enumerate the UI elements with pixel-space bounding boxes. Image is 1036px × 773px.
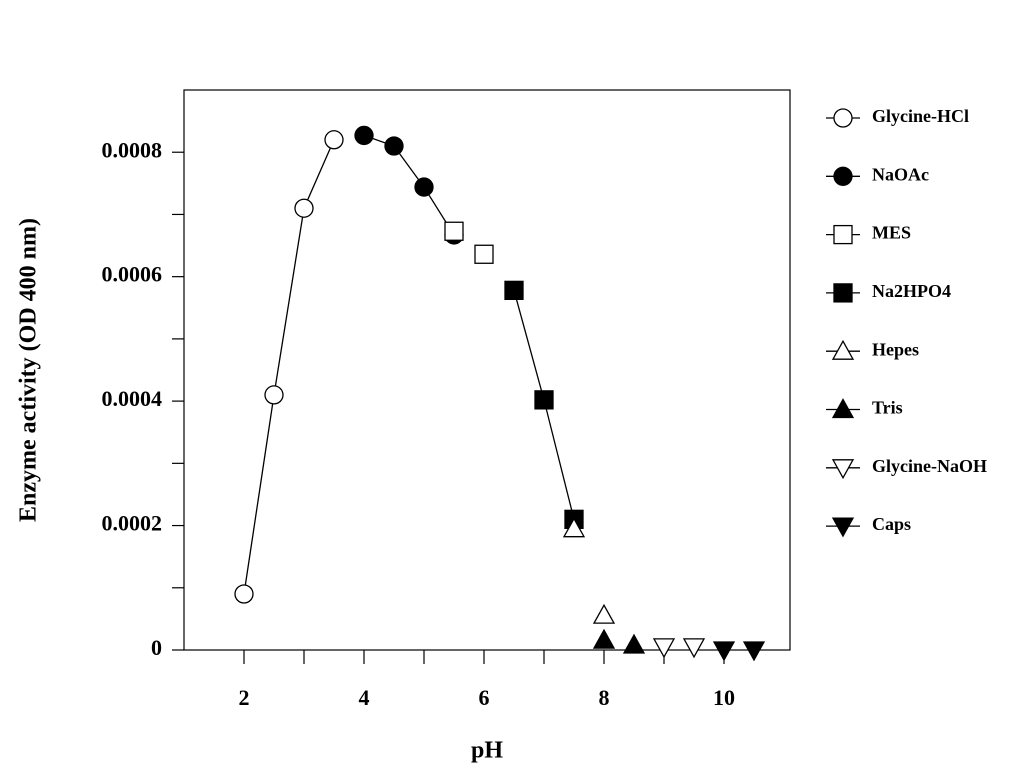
series-line bbox=[244, 140, 334, 594]
legend-marker bbox=[834, 284, 852, 302]
legend-marker bbox=[833, 341, 853, 359]
x-tick-label: 10 bbox=[713, 685, 735, 710]
marker bbox=[265, 386, 283, 404]
legend-label: MES bbox=[872, 223, 911, 243]
legend-label: Na2HPO4 bbox=[872, 281, 951, 301]
legend-label: Hepes bbox=[872, 339, 919, 359]
x-tick-label: 6 bbox=[479, 685, 490, 710]
legend-label: Caps bbox=[872, 514, 911, 534]
y-tick-label: 0.0006 bbox=[102, 262, 163, 287]
legend-marker bbox=[834, 109, 852, 127]
marker bbox=[594, 605, 614, 623]
x-tick-label: 4 bbox=[359, 685, 370, 710]
y-tick-label: 0.0002 bbox=[102, 511, 163, 536]
marker bbox=[744, 642, 764, 660]
marker bbox=[714, 642, 734, 660]
legend-label: Tris bbox=[872, 398, 903, 418]
x-tick-label: 8 bbox=[599, 685, 610, 710]
y-tick-label: 0 bbox=[151, 635, 162, 660]
marker bbox=[355, 126, 373, 144]
marker bbox=[325, 131, 343, 149]
legend-marker bbox=[833, 460, 853, 478]
marker bbox=[415, 178, 433, 196]
y-tick-label: 0.0004 bbox=[102, 386, 163, 411]
chart: pH Enzyme activity (OD 400 nm) 0 0.0002 0.… bbox=[0, 0, 1036, 773]
marker bbox=[295, 199, 313, 217]
legend-label: Glycine-NaOH bbox=[872, 456, 987, 476]
y-axis-label: Enzyme activity (OD 400 nm) bbox=[16, 218, 42, 522]
y-tick-label: 0.0008 bbox=[102, 137, 163, 162]
x-axis-label: pH bbox=[471, 738, 503, 764]
marker bbox=[505, 281, 523, 299]
marker bbox=[594, 630, 614, 648]
legend-label: Glycine-HCl bbox=[872, 106, 969, 126]
marker bbox=[475, 245, 493, 263]
legend-marker bbox=[834, 167, 852, 185]
legend-marker bbox=[833, 518, 853, 536]
marker bbox=[535, 391, 553, 409]
marker bbox=[385, 137, 403, 155]
x-tick-label: 2 bbox=[239, 685, 250, 710]
marker bbox=[654, 639, 674, 657]
legend-marker bbox=[833, 400, 853, 418]
plot-frame bbox=[184, 90, 790, 650]
marker bbox=[684, 639, 704, 657]
marker bbox=[624, 635, 644, 653]
marker bbox=[235, 585, 253, 603]
legend-label: NaOAc bbox=[872, 164, 929, 184]
legend-marker bbox=[834, 226, 852, 244]
marker bbox=[445, 222, 463, 240]
series-line bbox=[364, 135, 454, 235]
